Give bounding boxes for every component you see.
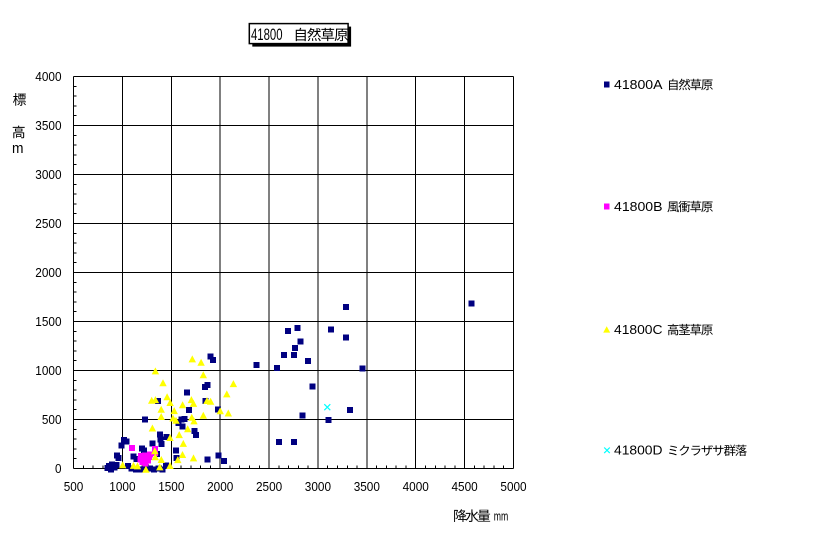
svg-text:mm: mm — [494, 508, 509, 523]
svg-text:41800B: 41800B — [614, 200, 663, 214]
svg-text:500: 500 — [64, 479, 84, 494]
svg-text:3000: 3000 — [305, 479, 331, 494]
svg-text:41800A: 41800A — [614, 78, 663, 92]
svg-text:41800: 41800 — [251, 25, 283, 44]
svg-text:2000: 2000 — [35, 265, 61, 280]
svg-text:3500: 3500 — [35, 118, 61, 133]
svg-text:1000: 1000 — [35, 363, 61, 378]
svg-text:2500: 2500 — [256, 479, 282, 494]
svg-text:5000: 5000 — [500, 479, 526, 494]
svg-text:1000: 1000 — [109, 479, 135, 494]
svg-text:3500: 3500 — [354, 479, 380, 494]
svg-text:41800C: 41800C — [614, 323, 663, 337]
svg-text:m: m — [12, 141, 24, 157]
svg-text:4000: 4000 — [403, 479, 429, 494]
svg-text:3000: 3000 — [35, 167, 61, 182]
svg-text:1500: 1500 — [158, 479, 184, 494]
svg-text:4500: 4500 — [452, 479, 478, 494]
svg-text:1500: 1500 — [35, 314, 61, 329]
svg-text:0: 0 — [55, 461, 62, 476]
svg-text:41800D: 41800D — [614, 444, 663, 458]
svg-text:500: 500 — [42, 412, 62, 427]
svg-text:2500: 2500 — [35, 216, 61, 231]
svg-text:4000: 4000 — [35, 69, 61, 84]
svg-text:2000: 2000 — [207, 479, 233, 494]
